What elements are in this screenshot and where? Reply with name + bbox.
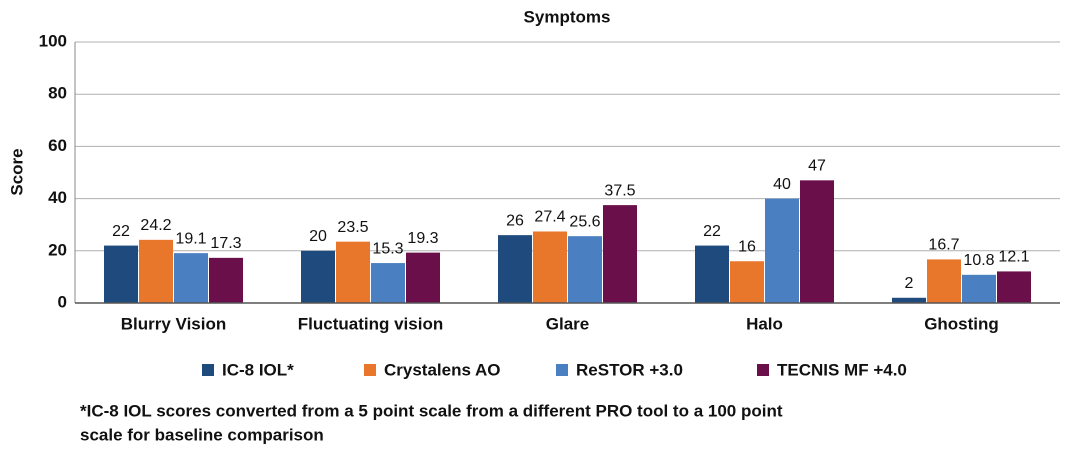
bar: [174, 253, 208, 303]
bar: [568, 236, 602, 303]
legend-label: IC-8 IOL*: [222, 360, 294, 379]
bar: [406, 252, 440, 303]
bar: [730, 261, 764, 303]
data-label: 22: [112, 223, 130, 240]
legend-label: Crystalens AO: [384, 360, 501, 379]
y-tick-label: 80: [48, 84, 67, 103]
y-tick-label: 20: [48, 240, 67, 259]
data-label: 25.6: [569, 213, 600, 230]
data-label: 19.3: [407, 230, 438, 247]
x-tick-label: Glare: [546, 314, 589, 333]
legend-swatch: [556, 364, 568, 376]
y-axis-label: Score: [7, 148, 26, 195]
data-label: 22: [703, 223, 721, 240]
data-label: 40: [773, 176, 791, 193]
y-tick-label: 0: [58, 292, 67, 311]
bar: [498, 235, 532, 303]
footnote: *IC-8 IOL scores converted from a 5 poin…: [80, 401, 783, 420]
legend-label: ReSTOR +3.0: [576, 360, 683, 379]
bar: [800, 180, 834, 303]
bar: [371, 263, 405, 303]
bar: [209, 257, 243, 303]
bar: [139, 239, 173, 303]
data-label: 20: [309, 228, 327, 245]
bar: [301, 250, 335, 303]
bar: [603, 205, 637, 303]
x-tick-label: Blurry Vision: [121, 314, 227, 333]
data-label: 10.8: [963, 252, 994, 269]
y-tick-label: 100: [39, 31, 67, 50]
data-label: 19.1: [175, 230, 206, 247]
bar: [104, 245, 138, 303]
y-tick-label: 40: [48, 188, 67, 207]
legend-swatch: [364, 364, 376, 376]
bar: [892, 297, 926, 303]
footnote: scale for baseline comparison: [80, 425, 324, 444]
y-tick-label: 60: [48, 136, 67, 155]
legend-swatch: [757, 364, 769, 376]
bar: [962, 274, 996, 303]
data-label: 16: [738, 238, 756, 255]
legend-swatch: [202, 364, 214, 376]
data-label: 24.2: [140, 217, 171, 234]
data-label: 23.5: [337, 219, 368, 236]
bar: [765, 198, 799, 303]
bar: [695, 245, 729, 303]
x-tick-label: Halo: [746, 314, 783, 333]
x-tick-label: Fluctuating vision: [298, 314, 443, 333]
data-label: 2: [905, 275, 914, 292]
data-label: 26: [506, 212, 524, 229]
data-label: 17.3: [210, 235, 241, 252]
data-label: 15.3: [372, 240, 403, 257]
chart-title: Symptoms: [524, 7, 611, 26]
data-label: 37.5: [604, 182, 635, 199]
x-tick-label: Ghosting: [924, 314, 999, 333]
bar: [533, 231, 567, 303]
bar: [336, 241, 370, 303]
data-label: 27.4: [534, 209, 565, 226]
data-label: 12.1: [998, 249, 1029, 266]
data-label: 16.7: [928, 237, 959, 254]
bar: [927, 259, 961, 303]
bar: [997, 271, 1031, 303]
data-label: 47: [808, 158, 826, 175]
legend-label: TECNIS MF +4.0: [777, 360, 907, 379]
